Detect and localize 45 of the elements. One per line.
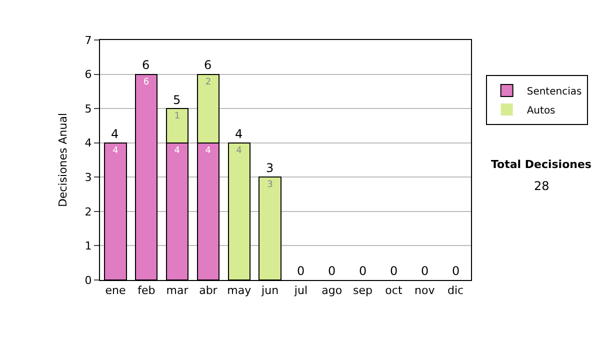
data-label: 4 xyxy=(112,146,118,156)
data-label: 4 xyxy=(205,146,212,156)
data-label: 2 xyxy=(205,77,212,88)
data-label: 3 xyxy=(267,180,273,190)
total-label: 0 xyxy=(390,264,398,278)
data-label: 6 xyxy=(143,77,150,88)
total-label: 3 xyxy=(266,161,274,175)
x-tick-label: nov xyxy=(414,284,436,298)
y-tick-label: 5 xyxy=(84,102,92,116)
x-tick-label: sep xyxy=(353,284,373,298)
x-tick-label: oct xyxy=(385,284,403,298)
y-tick-label: 0 xyxy=(84,274,92,287)
total-label: 0 xyxy=(421,264,429,278)
text: Total Decisiones xyxy=(491,158,592,171)
legend-label: Sentencias xyxy=(526,86,582,98)
data-label: 1 xyxy=(174,112,180,122)
x-tick-label: jul xyxy=(293,284,308,298)
y-tick-label: 2 xyxy=(84,205,92,218)
text: 28 xyxy=(534,179,550,193)
y-tick-label: 1 xyxy=(84,240,92,253)
x-tick-label: ago xyxy=(322,284,342,298)
total-label: 6 xyxy=(204,58,212,72)
y-tick-label: 3 xyxy=(84,170,92,184)
y-tick-label: 6 xyxy=(84,68,92,82)
total-label: 0 xyxy=(359,264,367,278)
y-tick-label: 7 xyxy=(84,34,92,47)
total-label: 6 xyxy=(142,58,150,72)
total-label: 4 xyxy=(235,127,243,141)
x-tick-label: jun xyxy=(260,284,279,298)
total-label: 0 xyxy=(452,264,460,278)
total-label: 0 xyxy=(328,264,336,278)
x-tick-label: mar xyxy=(166,284,189,298)
x-tick-label: ene xyxy=(105,284,126,298)
data-label: 4 xyxy=(236,146,242,156)
x-tick-label: dic xyxy=(447,284,464,298)
y-tick-label: 4 xyxy=(84,136,92,150)
total-label: 4 xyxy=(111,127,119,141)
x-tick-label: abr xyxy=(199,284,218,298)
legend-label: Autos xyxy=(526,105,556,116)
y-axis-title: Decisiones Anual xyxy=(56,112,70,208)
total-label: 5 xyxy=(173,93,181,107)
data-label: 4 xyxy=(174,146,180,156)
x-tick-label: feb xyxy=(138,284,156,298)
total-label: 0 xyxy=(297,264,305,278)
x-tick-label: may xyxy=(227,284,252,298)
